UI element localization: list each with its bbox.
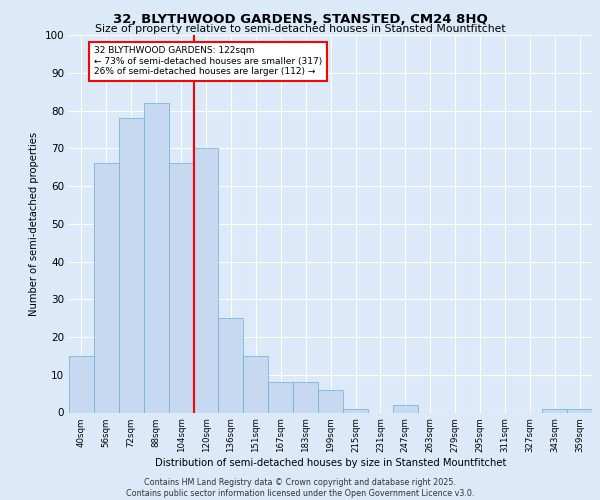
- Bar: [69, 356, 94, 412]
- Text: Contains HM Land Registry data © Crown copyright and database right 2025.
Contai: Contains HM Land Registry data © Crown c…: [126, 478, 474, 498]
- Bar: [343, 408, 368, 412]
- Bar: [244, 356, 268, 412]
- Bar: [218, 318, 244, 412]
- Bar: [169, 164, 194, 412]
- Bar: [542, 408, 567, 412]
- Bar: [567, 408, 592, 412]
- Bar: [393, 405, 418, 412]
- Text: 32, BLYTHWOOD GARDENS, STANSTED, CM24 8HQ: 32, BLYTHWOOD GARDENS, STANSTED, CM24 8H…: [113, 13, 487, 26]
- Bar: [293, 382, 318, 412]
- Bar: [144, 103, 169, 412]
- Text: Size of property relative to semi-detached houses in Stansted Mountfitchet: Size of property relative to semi-detach…: [95, 24, 505, 34]
- X-axis label: Distribution of semi-detached houses by size in Stansted Mountfitchet: Distribution of semi-detached houses by …: [155, 458, 506, 468]
- Bar: [318, 390, 343, 412]
- Bar: [268, 382, 293, 412]
- Text: 32 BLYTHWOOD GARDENS: 122sqm
← 73% of semi-detached houses are smaller (317)
26%: 32 BLYTHWOOD GARDENS: 122sqm ← 73% of se…: [94, 46, 322, 76]
- Bar: [94, 164, 119, 412]
- Y-axis label: Number of semi-detached properties: Number of semi-detached properties: [29, 132, 39, 316]
- Bar: [194, 148, 218, 412]
- Bar: [119, 118, 144, 412]
